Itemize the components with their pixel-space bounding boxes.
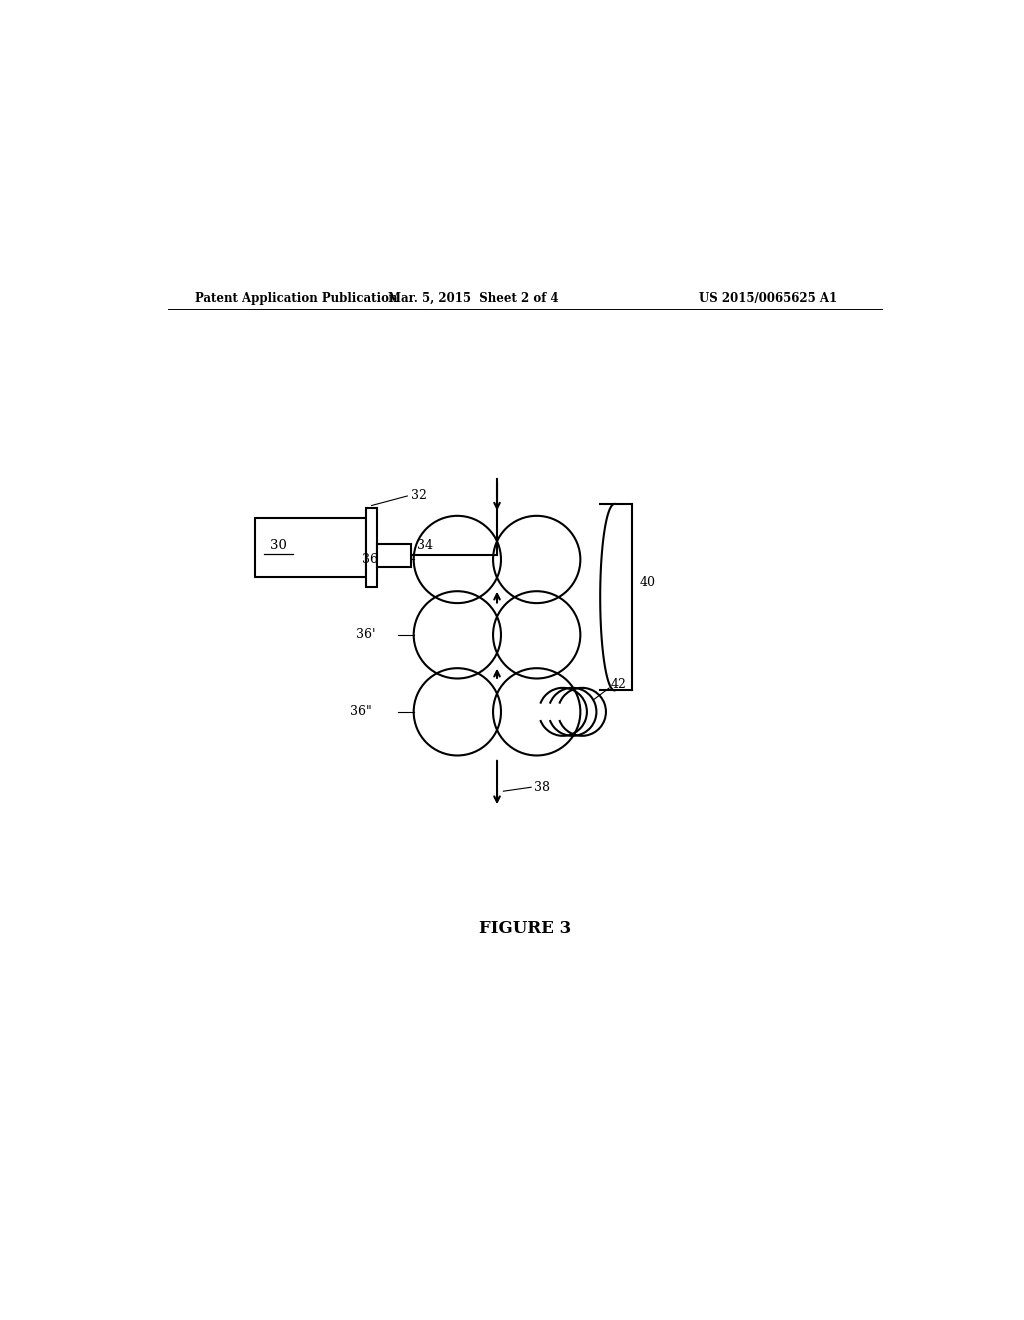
Bar — [367, 508, 377, 587]
Text: 34: 34 — [417, 540, 433, 553]
Text: US 2015/0065625 A1: US 2015/0065625 A1 — [699, 292, 838, 305]
Text: 38: 38 — [535, 780, 550, 793]
Text: 36': 36' — [355, 628, 375, 642]
Bar — [255, 517, 367, 577]
Text: 40: 40 — [640, 577, 656, 589]
Text: 36": 36" — [350, 705, 372, 718]
Text: 42: 42 — [610, 677, 627, 690]
Text: FIGURE 3: FIGURE 3 — [478, 920, 571, 937]
Text: 32: 32 — [411, 490, 426, 503]
Text: 30: 30 — [270, 540, 287, 553]
Text: Patent Application Publication: Patent Application Publication — [196, 292, 398, 305]
Text: Mar. 5, 2015  Sheet 2 of 4: Mar. 5, 2015 Sheet 2 of 4 — [388, 292, 558, 305]
Bar — [377, 544, 411, 566]
Text: 36: 36 — [362, 553, 378, 566]
